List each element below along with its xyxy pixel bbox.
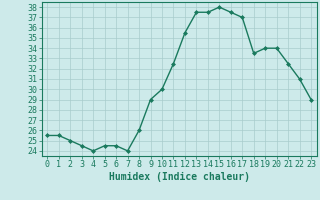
X-axis label: Humidex (Indice chaleur): Humidex (Indice chaleur) — [109, 172, 250, 182]
